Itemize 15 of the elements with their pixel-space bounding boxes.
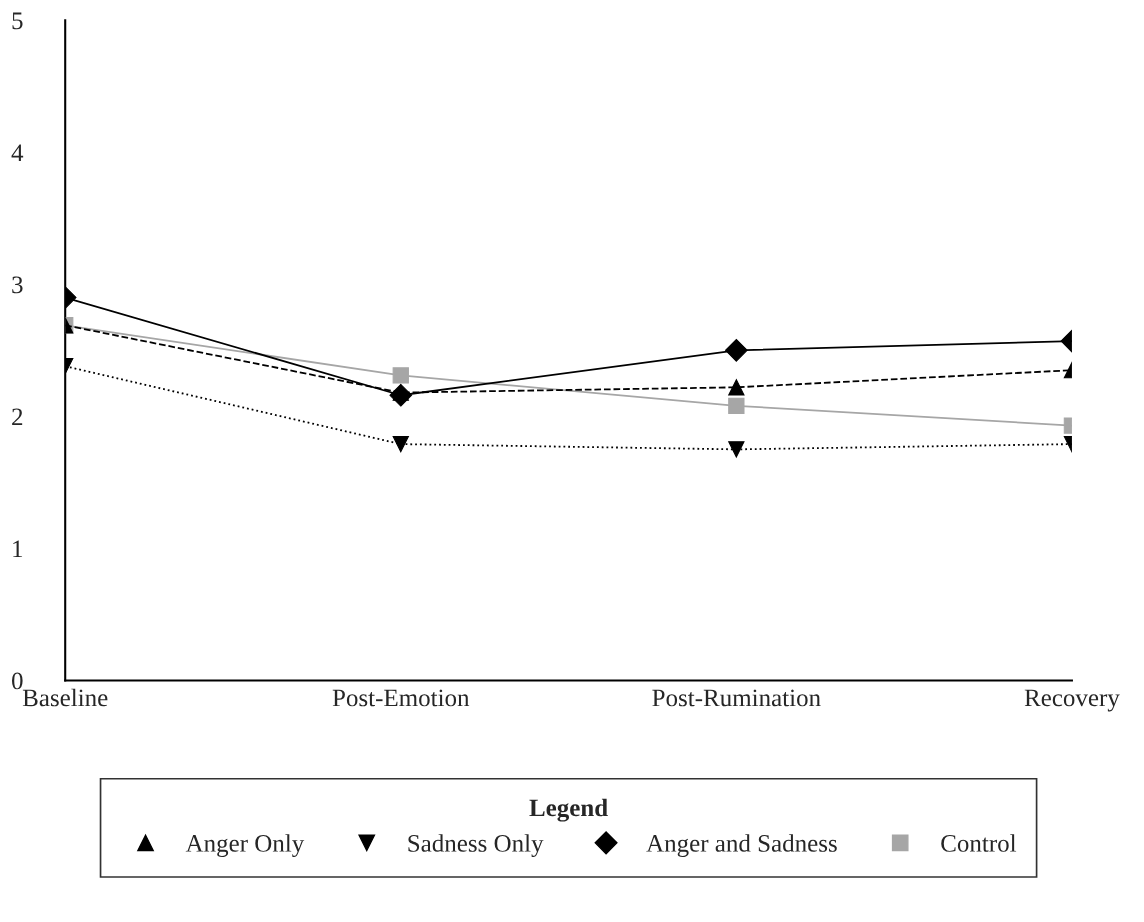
y-tick-label: 2	[12, 408, 23, 426]
legend-label: Control	[941, 834, 1017, 852]
y-tick-label: 1	[13, 540, 23, 558]
legend-label: Anger Only	[185, 834, 305, 858]
x-tick-label: Post-Emotion	[332, 689, 470, 707]
y-tick-label: 0	[11, 672, 23, 690]
y-tick-label: 4	[11, 144, 24, 161]
y-tick-label: 3	[12, 276, 23, 294]
legend-title: Legend	[529, 798, 608, 822]
legend-label: Anger and Sadness	[646, 834, 837, 858]
y-tick-label: 5	[12, 12, 23, 30]
x-tick-label: Post-Rumination	[652, 689, 821, 707]
x-tick-label: Baseline	[22, 688, 108, 707]
x-tick-label: Recovery	[1024, 689, 1120, 712]
legend-label: Sadness Only	[408, 834, 544, 858]
